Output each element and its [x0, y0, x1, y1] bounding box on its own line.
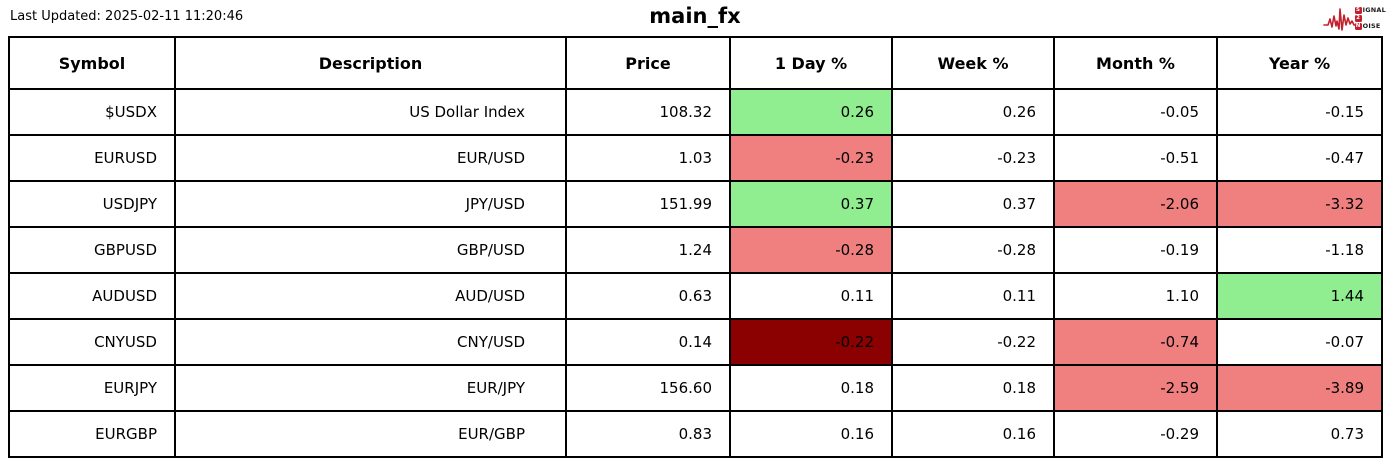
- waveform-icon: [1322, 8, 1359, 31]
- cell-year-pct: -0.47: [1216, 134, 1383, 182]
- cell-year-pct: -3.32: [1216, 180, 1383, 228]
- cell-price: 1.24: [565, 226, 731, 274]
- cell-symbol: CNYUSD: [8, 318, 176, 366]
- last-updated-text: Last Updated: 2025-02-11 11:20:46: [10, 9, 244, 24]
- cell-price: 1.03: [565, 134, 731, 182]
- cell-symbol: USDJPY: [8, 180, 176, 228]
- cell-description: CNY/USD: [174, 318, 567, 366]
- cell-year-pct: -1.18: [1216, 226, 1383, 274]
- cell-year-pct: -0.15: [1216, 88, 1383, 136]
- cell-year-pct: 0.73: [1216, 410, 1383, 458]
- cell-week-pct: -0.22: [891, 318, 1055, 366]
- cell-symbol: EURGBP: [8, 410, 176, 458]
- cell-description: EUR/GBP: [174, 410, 567, 458]
- table-header-row: Symbol Description Price 1 Day % Week % Month…: [8, 36, 1383, 90]
- cell-price: 0.14: [565, 318, 731, 366]
- cell-1day-pct: -0.23: [729, 134, 893, 182]
- logo-signal-rest: IGNAL: [1362, 6, 1386, 14]
- column-header-symbol: Symbol: [8, 36, 176, 90]
- column-header-price: Price: [565, 36, 731, 90]
- cell-month-pct: -0.05: [1053, 88, 1218, 136]
- logo-line-2: 2: [1354, 15, 1386, 22]
- cell-1day-pct: -0.28: [729, 226, 893, 274]
- cell-symbol: GBPUSD: [8, 226, 176, 274]
- table-body: $USDX US Dollar Index 108.32 0.26 0.26 -0.05-…: [8, 88, 1383, 458]
- logo-line-signal: S IGNAL: [1354, 6, 1386, 14]
- table-row: AUDUSD AUD/USD 0.63 0.11 0.11 1.10 1.44: [8, 272, 1383, 320]
- table-row: EURUSD EUR/USD 1.03 -0.23 -0.23 -0.51 -0.47: [8, 134, 1383, 182]
- table-row: GBPUSD GBP/USD 1.24 -0.28 -0.28 -0.19 -1.18: [8, 226, 1383, 274]
- cell-price: 156.60: [565, 364, 731, 412]
- column-header-year-pct: Year %: [1216, 36, 1383, 90]
- cell-month-pct: -0.74: [1053, 318, 1218, 366]
- cell-symbol: $USDX: [8, 88, 176, 136]
- cell-year-pct: -3.89: [1216, 364, 1383, 412]
- cell-year-pct: -0.07: [1216, 318, 1383, 366]
- cell-1day-pct: 0.26: [729, 88, 893, 136]
- cell-month-pct: -0.19: [1053, 226, 1218, 274]
- cell-week-pct: 0.37: [891, 180, 1055, 228]
- cell-week-pct: 0.11: [891, 272, 1055, 320]
- cell-price: 151.99: [565, 180, 731, 228]
- cell-symbol: AUDUSD: [8, 272, 176, 320]
- table-row: CNYUSD CNY/USD 0.14 -0.22 -0.22 -0.74 -0.07: [8, 318, 1383, 366]
- cell-description: EUR/USD: [174, 134, 567, 182]
- cell-month-pct: -2.59: [1053, 364, 1218, 412]
- cell-description: EUR/JPY: [174, 364, 567, 412]
- signal2noise-logo: S IGNAL 2 N OISE: [1322, 3, 1386, 33]
- cell-1day-pct: -0.22: [729, 318, 893, 366]
- cell-week-pct: 0.16: [891, 410, 1055, 458]
- cell-month-pct: -0.51: [1053, 134, 1218, 182]
- page-title: main_fx: [649, 4, 741, 28]
- cell-description: AUD/USD: [174, 272, 567, 320]
- cell-1day-pct: 0.18: [729, 364, 893, 412]
- cell-description: JPY/USD: [174, 180, 567, 228]
- table-row: $USDX US Dollar Index 108.32 0.26 0.26 -0.05-…: [8, 88, 1383, 136]
- logo-noise-rest: OISE: [1362, 22, 1381, 30]
- cell-month-pct: 1.10: [1053, 272, 1218, 320]
- cell-1day-pct: 0.11: [729, 272, 893, 320]
- logo-badge-n: N: [1354, 23, 1362, 30]
- cell-month-pct: -0.29: [1053, 410, 1218, 458]
- logo-badge-s: S: [1354, 7, 1362, 14]
- logo-text: S IGNAL 2 N OISE: [1354, 6, 1386, 33]
- table-row: USDJPY JPY/USD 151.99 0.37 0.37 -2.06 -3.32: [8, 180, 1383, 228]
- cell-week-pct: 0.18: [891, 364, 1055, 412]
- cell-week-pct: -0.28: [891, 226, 1055, 274]
- cell-1day-pct: 0.16: [729, 410, 893, 458]
- cell-price: 108.32: [565, 88, 731, 136]
- cell-description: GBP/USD: [174, 226, 567, 274]
- table-row: EURGBP EUR/GBP 0.83 0.16 0.16 -0.29 0.73: [8, 410, 1383, 458]
- column-header-1day-pct: 1 Day %: [729, 36, 893, 90]
- column-header-description: Description: [174, 36, 567, 90]
- cell-symbol: EURJPY: [8, 364, 176, 412]
- cell-1day-pct: 0.37: [729, 180, 893, 228]
- column-header-week-pct: Week %: [891, 36, 1055, 90]
- cell-price: 0.83: [565, 410, 731, 458]
- cell-month-pct: -2.06: [1053, 180, 1218, 228]
- column-header-month-pct: Month %: [1053, 36, 1218, 90]
- fx-table: Symbol Description Price 1 Day % Week % Month…: [8, 36, 1383, 458]
- logo-badge-2: 2: [1354, 15, 1362, 22]
- cell-symbol: EURUSD: [8, 134, 176, 182]
- cell-year-pct: 1.44: [1216, 272, 1383, 320]
- cell-price: 0.63: [565, 272, 731, 320]
- cell-week-pct: -0.23: [891, 134, 1055, 182]
- cell-description: US Dollar Index: [174, 88, 567, 136]
- table-row: EURJPY EUR/JPY 156.60 0.18 0.18 -2.59 -3.89: [8, 364, 1383, 412]
- logo-line-noise: N OISE: [1354, 22, 1386, 30]
- cell-week-pct: 0.26: [891, 88, 1055, 136]
